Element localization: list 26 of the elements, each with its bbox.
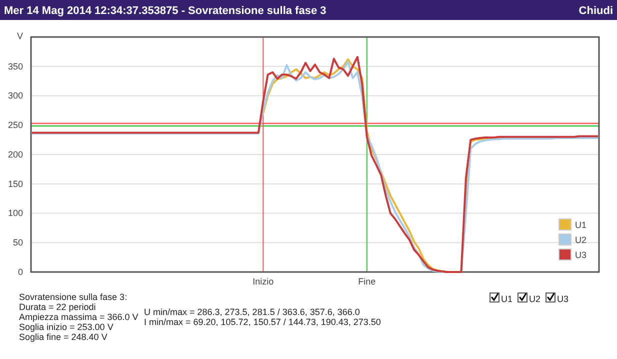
text: Durata = 22 periodi bbox=[19, 302, 96, 312]
legend-label: U2 bbox=[575, 235, 587, 245]
chart-title: Mer 14 Mag 2014 12:34:37.353875 - Sovratensione sulla fase 3 bbox=[4, 5, 326, 17]
legend-label: U3 bbox=[575, 250, 587, 260]
y-axis-title: V bbox=[16, 31, 23, 41]
text: U min/max = 286.3, 273.5, 281.5 / 363.6, 357.6, 366.0 bbox=[144, 307, 360, 317]
text: I min/max = 69.20, 105.72, 150.57 / 144.73, 190.43, 273.50 bbox=[144, 317, 381, 327]
text: Ampiezza massima = 366.0 V bbox=[19, 312, 138, 322]
y-tick-label: 300 bbox=[8, 90, 23, 101]
x-tick-label: Inizio bbox=[252, 276, 274, 286]
text: Soglia fine = 248.40 V bbox=[19, 332, 108, 342]
y-tick-label: 250 bbox=[8, 120, 23, 130]
y-tick-label: 100 bbox=[8, 208, 23, 218]
y-tick-label: 350 bbox=[8, 61, 23, 72]
text: U3 bbox=[557, 294, 569, 304]
y-tick-label: 150 bbox=[8, 178, 23, 189]
text: Soglia inizio = 253.00 V bbox=[19, 322, 114, 332]
y-tick-label: 0 bbox=[18, 266, 23, 277]
y-tick-label: 200 bbox=[8, 149, 23, 160]
text: U2 bbox=[529, 294, 541, 304]
x-tick-label: Fine bbox=[358, 276, 376, 286]
text: Sovratensione sulla fase 3: bbox=[19, 292, 128, 302]
text: U1 bbox=[501, 294, 513, 304]
text: Chiudi bbox=[578, 5, 613, 17]
legend-label: U1 bbox=[575, 220, 587, 230]
y-tick-label: 50 bbox=[12, 238, 23, 248]
